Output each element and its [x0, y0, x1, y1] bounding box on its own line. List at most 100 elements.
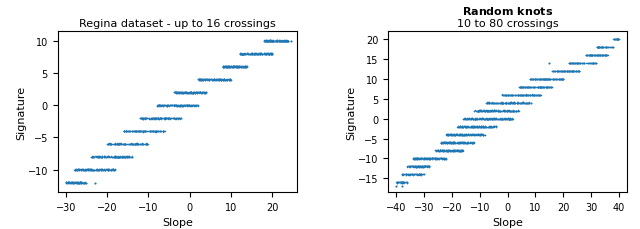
Point [141, 129, 151, 133]
Point [140, 117, 150, 121]
Point [462, 125, 472, 129]
Point [148, 130, 158, 133]
Point [415, 165, 426, 169]
Point [470, 117, 480, 121]
Point [472, 109, 482, 113]
Point [208, 78, 218, 82]
Point [63, 181, 73, 185]
Point [113, 142, 123, 146]
Point [72, 181, 83, 184]
Point [175, 104, 185, 107]
Point [529, 78, 540, 82]
Point [206, 78, 216, 82]
Point [131, 129, 141, 133]
Point [431, 157, 442, 161]
Point [477, 133, 487, 137]
Point [227, 66, 237, 69]
Point [523, 86, 533, 90]
Point [521, 94, 531, 97]
Point [419, 165, 429, 168]
Point [276, 40, 287, 44]
Point [132, 130, 143, 133]
Point [470, 117, 480, 121]
Point [152, 116, 162, 120]
Point [401, 173, 411, 176]
Point [72, 180, 83, 184]
Point [227, 66, 237, 70]
Point [115, 155, 125, 159]
Point [78, 181, 88, 185]
Point [120, 155, 131, 159]
Point [250, 53, 260, 57]
Point [423, 165, 433, 169]
Point [491, 110, 501, 113]
Point [222, 66, 232, 70]
Point [502, 101, 513, 105]
Point [102, 142, 113, 146]
Point [67, 181, 77, 184]
Point [487, 110, 497, 113]
Point [473, 110, 483, 113]
Point [429, 157, 439, 160]
Point [260, 40, 270, 44]
Point [273, 40, 284, 44]
Point [104, 155, 114, 159]
Point [150, 116, 160, 120]
Point [552, 78, 562, 82]
Point [397, 172, 407, 176]
Point [463, 125, 474, 129]
Point [72, 181, 83, 185]
Point [116, 155, 127, 159]
Point [534, 85, 544, 89]
Point [490, 109, 500, 113]
Point [191, 91, 201, 95]
Point [124, 129, 134, 133]
Point [597, 54, 607, 58]
Point [225, 66, 235, 69]
Point [479, 125, 489, 129]
Point [497, 101, 507, 105]
Point [259, 53, 269, 56]
Point [127, 129, 137, 133]
Point [486, 125, 496, 129]
Point [549, 70, 559, 73]
Point [454, 125, 464, 129]
Point [535, 78, 545, 82]
Point [511, 94, 522, 97]
Point [460, 133, 470, 137]
Point [99, 169, 109, 172]
Point [544, 86, 554, 90]
Point [119, 129, 129, 133]
Point [158, 129, 168, 133]
Point [435, 149, 445, 153]
Point [447, 149, 457, 153]
Point [109, 142, 120, 146]
Point [509, 101, 519, 105]
Point [590, 62, 600, 66]
Point [182, 104, 193, 108]
Point [432, 157, 442, 160]
Point [121, 155, 131, 159]
Point [424, 157, 435, 161]
Point [69, 169, 79, 172]
Point [125, 130, 135, 134]
Point [483, 117, 493, 121]
Point [113, 142, 123, 146]
Point [267, 40, 277, 44]
Point [145, 116, 156, 120]
Point [472, 125, 482, 129]
Point [573, 70, 584, 73]
Point [104, 168, 114, 172]
Point [464, 117, 474, 121]
Point [228, 65, 239, 69]
Point [191, 92, 202, 95]
Point [76, 180, 86, 184]
Point [198, 79, 209, 82]
Point [509, 102, 520, 105]
Point [145, 117, 155, 121]
Point [115, 155, 125, 158]
Point [195, 79, 205, 82]
Point [500, 117, 510, 121]
Point [527, 86, 538, 90]
Point [137, 130, 147, 134]
